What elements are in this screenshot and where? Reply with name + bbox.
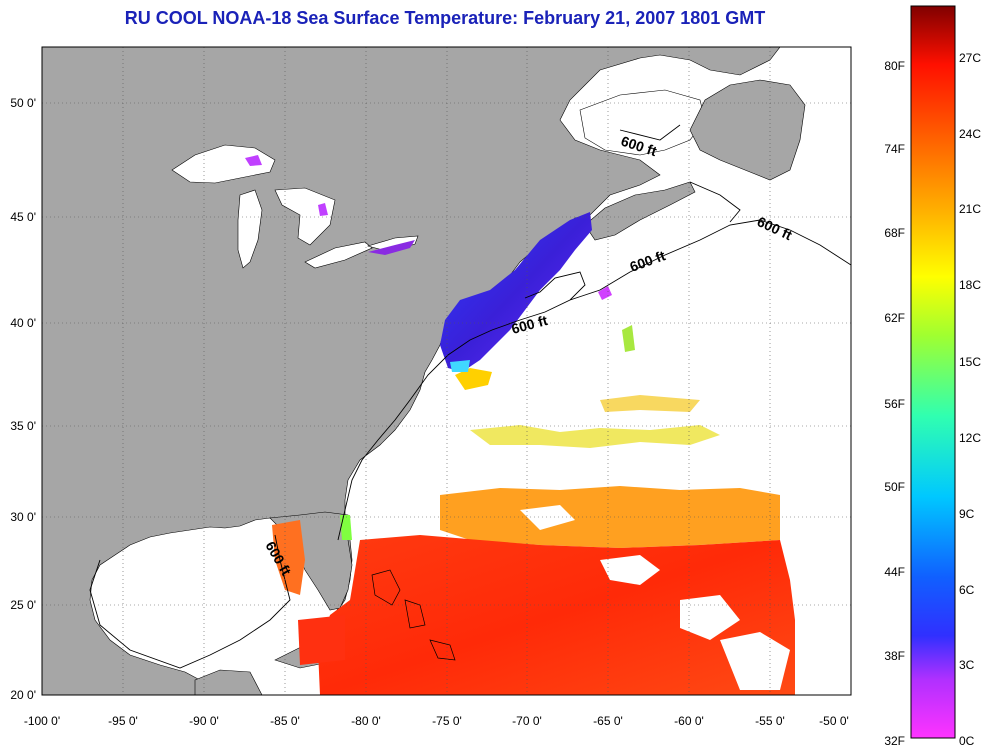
lon-axis: -100 0' -95 0' -90 0' -85 0' -80 0' -75 … bbox=[24, 714, 849, 728]
colorbar-c-label: 12C bbox=[959, 431, 981, 445]
lat-tick: 25 0' bbox=[10, 598, 36, 612]
lon-tick: -80 0' bbox=[351, 714, 381, 728]
colorbar-gradient bbox=[910, 5, 956, 739]
colorbar-f-label: 50F bbox=[884, 480, 905, 494]
colorbar-c-label: 3C bbox=[959, 658, 975, 672]
lon-tick: -85 0' bbox=[270, 714, 300, 728]
colorbar-c-label: 18C bbox=[959, 278, 981, 292]
sst-green-patch bbox=[622, 325, 635, 352]
colorbar-f-label: 62F bbox=[884, 311, 905, 325]
colorbar-f-label: 32F bbox=[884, 734, 905, 748]
colorbar-f-label: 74F bbox=[884, 142, 905, 156]
lon-tick: -60 0' bbox=[674, 714, 704, 728]
lon-tick: -70 0' bbox=[512, 714, 542, 728]
lon-tick: -95 0' bbox=[108, 714, 138, 728]
sst-lake-erie bbox=[368, 240, 415, 255]
lake-superior bbox=[171, 144, 276, 184]
sst-transition bbox=[455, 368, 492, 390]
sst-yellow-scatter-2 bbox=[600, 395, 700, 412]
newfoundland bbox=[689, 79, 806, 181]
lon-tick: -55 0' bbox=[755, 714, 785, 728]
sst-gulf-maine-edge bbox=[598, 286, 612, 300]
north-america-land bbox=[42, 47, 781, 695]
colorbar-f-label: 44F bbox=[884, 565, 905, 579]
colorbar-f-label: 68F bbox=[884, 226, 905, 240]
lon-tick: -65 0' bbox=[593, 714, 623, 728]
gulf-of-st-lawrence bbox=[579, 89, 706, 156]
colorbar-c-label: 21C bbox=[959, 202, 981, 216]
sst-cyan-patch bbox=[450, 360, 470, 372]
lat-tick: 30 0' bbox=[10, 510, 36, 524]
lat-tick: 45 0' bbox=[10, 210, 36, 224]
cloud-mask-2 bbox=[680, 595, 740, 640]
map-layers: 600 ft 600 ft 600 ft 600 ft 600 ft bbox=[42, 47, 851, 695]
colorbar-c-label: 27C bbox=[959, 51, 981, 65]
plot-frame bbox=[41, 46, 852, 696]
sst-warm-red bbox=[318, 535, 795, 695]
lake-michigan bbox=[237, 189, 263, 269]
bahamas bbox=[371, 569, 456, 661]
lat-tick: 20 0' bbox=[10, 688, 36, 702]
colorbar-c-label: 24C bbox=[959, 127, 981, 141]
yucatan bbox=[194, 669, 263, 695]
lake-erie bbox=[304, 241, 373, 269]
sst-lake-superior bbox=[245, 155, 262, 166]
map-title: RU COOL NOAA-18 Sea Surface Temperature:… bbox=[124, 8, 766, 28]
lon-tick: -90 0' bbox=[189, 714, 219, 728]
sst-lake-michigan bbox=[318, 203, 328, 216]
sst-florida-west bbox=[272, 520, 305, 595]
lon-tick: -50 0' bbox=[819, 714, 849, 728]
lon-tick: -100 0' bbox=[24, 714, 60, 728]
cloud-mask-3 bbox=[520, 505, 575, 530]
colorbar-f-label: 56F bbox=[884, 397, 905, 411]
cloud-mask-1 bbox=[600, 555, 660, 585]
lat-tick: 50 0' bbox=[10, 96, 36, 110]
colorbar-f-label: 80F bbox=[884, 59, 905, 73]
nova-scotia bbox=[584, 181, 696, 241]
colorbar-c-label: 0C bbox=[959, 734, 975, 748]
sst-cold-shelf bbox=[440, 212, 592, 372]
colorbar: 80F 74F 68F 62F 56F 50F 44F 38F 32F 27C … bbox=[884, 5, 981, 748]
colorbar-c-label: 6C bbox=[959, 583, 975, 597]
colorbar-c-label: 15C bbox=[959, 355, 981, 369]
lon-tick: -75 0' bbox=[432, 714, 462, 728]
sst-yellow-scatter-1 bbox=[470, 425, 720, 448]
lat-axis: 20 0' 25 0' 30 0' 35 0' 40 0' 45 0' 50 0… bbox=[10, 96, 36, 702]
isobath-600ft bbox=[89, 124, 851, 669]
cloud-mask-4 bbox=[720, 632, 790, 690]
lake-huron bbox=[274, 187, 336, 246]
lat-tick: 40 0' bbox=[10, 316, 36, 330]
sst-gulf-red bbox=[298, 615, 345, 665]
lat-tick: 35 0' bbox=[10, 419, 36, 433]
colorbar-f-label: 38F bbox=[884, 649, 905, 663]
colorbar-c-label: 9C bbox=[959, 507, 975, 521]
sst-florida-green bbox=[340, 515, 352, 540]
grid-lines bbox=[42, 47, 851, 695]
